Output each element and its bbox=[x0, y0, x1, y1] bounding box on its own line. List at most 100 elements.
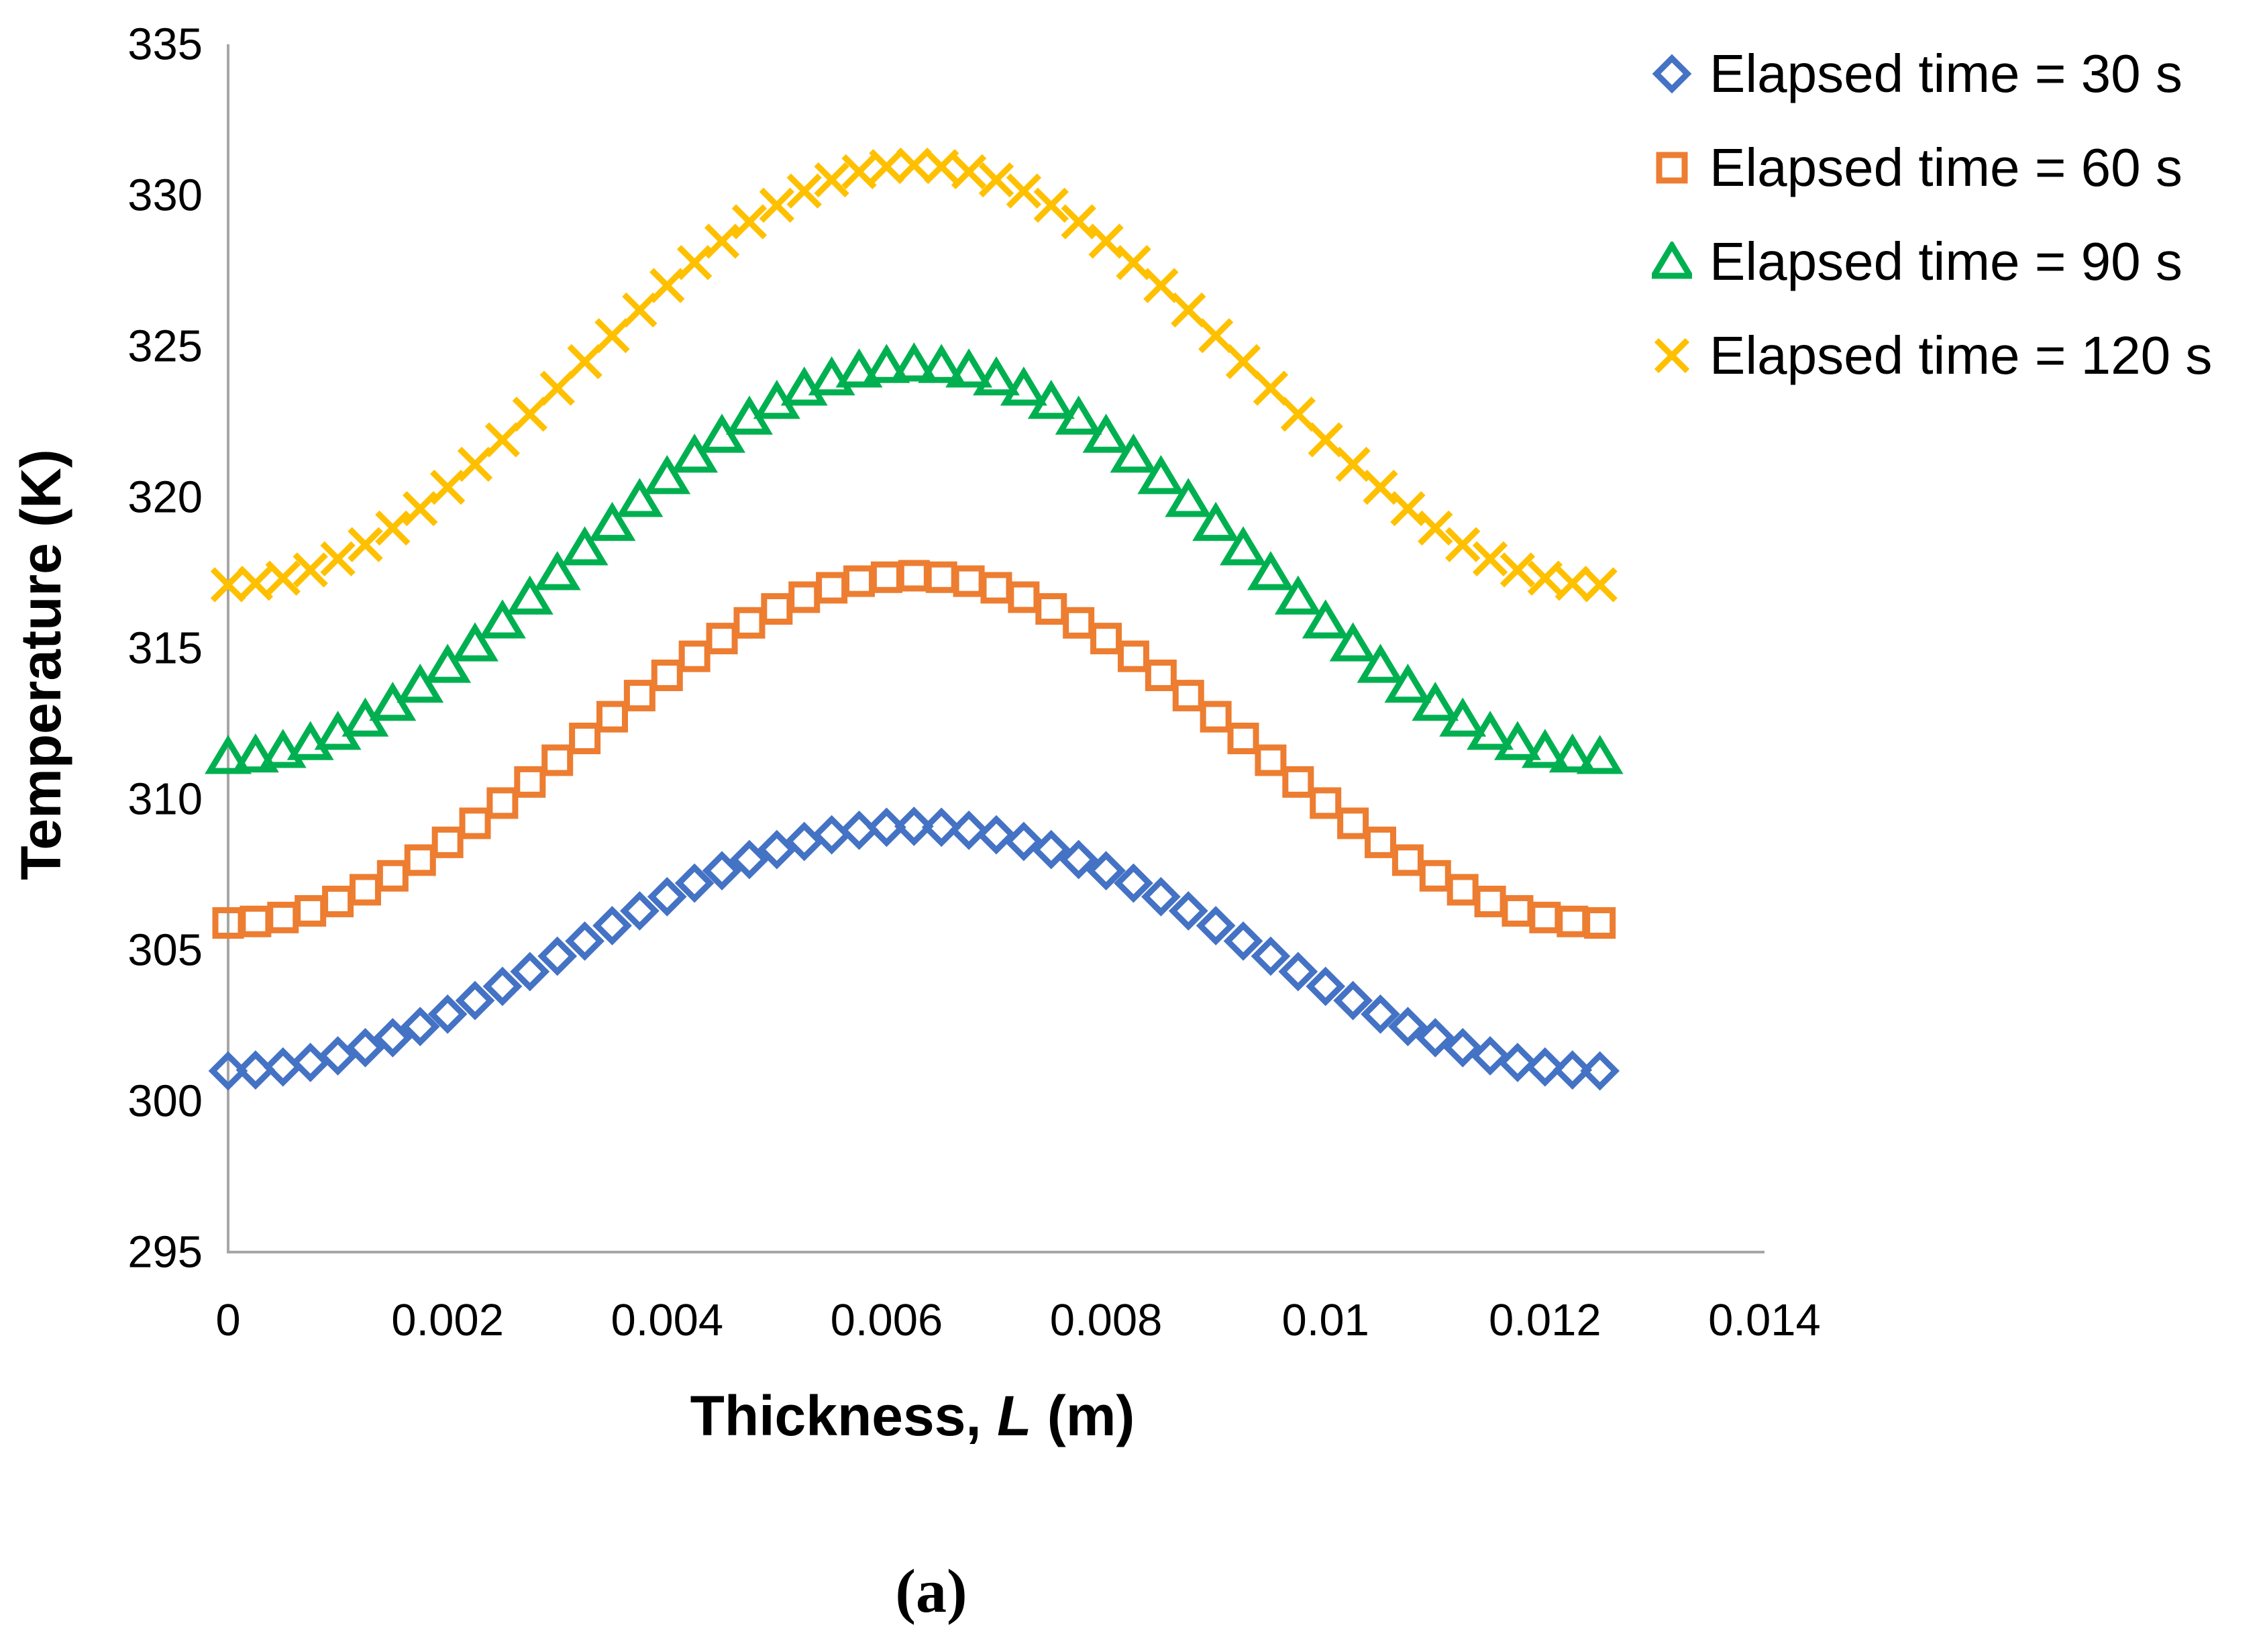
data-point-marker bbox=[949, 810, 989, 850]
legend-marker-x-icon bbox=[1654, 338, 1690, 374]
data-point-marker bbox=[1006, 173, 1042, 209]
data-point-marker bbox=[459, 807, 491, 839]
data-point-marker bbox=[808, 356, 855, 396]
data-point-marker bbox=[1446, 874, 1479, 906]
data-point-marker bbox=[1082, 413, 1130, 453]
data-point-marker bbox=[1527, 560, 1563, 596]
data-point-marker bbox=[238, 566, 274, 601]
data-point-marker bbox=[759, 187, 795, 223]
data-point-marker bbox=[346, 1027, 385, 1068]
data-point-marker bbox=[1412, 682, 1459, 721]
data-point-marker bbox=[1308, 422, 1343, 458]
data-point-marker bbox=[1027, 380, 1075, 419]
data-point-marker bbox=[869, 149, 904, 185]
data-point-marker bbox=[841, 154, 877, 190]
x-tick-label: 0.006 bbox=[831, 1295, 943, 1345]
y-tick-label: 305 bbox=[127, 925, 203, 976]
y-tick-label: 315 bbox=[127, 623, 203, 674]
legend-item-label: Elapsed time = 30 s bbox=[1709, 44, 2182, 103]
series-diamond bbox=[208, 807, 1620, 1091]
data-point-marker bbox=[1274, 575, 1322, 615]
data-point-marker bbox=[259, 729, 307, 768]
data-point-marker bbox=[622, 292, 657, 328]
data-point-marker bbox=[1141, 876, 1181, 917]
x-axis-title-symbol: L bbox=[997, 1384, 1032, 1447]
data-point-marker bbox=[592, 906, 632, 945]
data-point-marker bbox=[478, 599, 526, 639]
legend-item-label: Elapsed time = 60 s bbox=[1709, 138, 2182, 197]
data-point-marker bbox=[1000, 366, 1047, 406]
data-point-marker bbox=[1035, 593, 1067, 625]
data-point-marker bbox=[1584, 907, 1616, 939]
data-point-marker bbox=[455, 980, 495, 1021]
data-point-marker bbox=[1004, 821, 1044, 862]
data-point-marker bbox=[510, 951, 550, 992]
data-point-marker bbox=[1552, 1050, 1593, 1090]
y-tick-label: 300 bbox=[127, 1076, 203, 1127]
data-point-marker bbox=[706, 623, 738, 655]
legend-item: Elapsed time = 90 s bbox=[1652, 215, 2212, 309]
legend-item: Elapsed time = 120 s bbox=[1652, 309, 2212, 403]
series-triangle bbox=[205, 342, 1624, 774]
data-point-marker bbox=[1442, 1027, 1483, 1068]
data-point-marker bbox=[757, 829, 797, 870]
data-point-marker bbox=[429, 469, 466, 505]
data-point-marker bbox=[320, 541, 356, 576]
data-point-marker bbox=[1580, 1051, 1620, 1091]
data-point-marker bbox=[1391, 844, 1424, 876]
data-point-marker bbox=[427, 994, 468, 1034]
data-point-marker bbox=[978, 162, 1014, 198]
data-point-marker bbox=[397, 664, 444, 703]
figure-caption: (a) bbox=[895, 1557, 967, 1625]
data-point-marker bbox=[1088, 223, 1124, 259]
data-point-marker bbox=[291, 1043, 331, 1082]
data-point-marker bbox=[647, 876, 687, 917]
data-point-marker bbox=[533, 551, 581, 590]
data-point-marker bbox=[569, 723, 601, 755]
legend-marker-diamond-icon bbox=[1652, 54, 1692, 94]
data-point-marker bbox=[1529, 901, 1561, 933]
data-point-marker bbox=[643, 455, 691, 495]
data-point-marker bbox=[1008, 581, 1040, 613]
data-point-marker bbox=[322, 886, 354, 918]
data-point-marker bbox=[1137, 455, 1185, 495]
data-point-marker bbox=[1384, 664, 1432, 703]
data-point-marker bbox=[1333, 980, 1373, 1021]
data-point-marker bbox=[1474, 886, 1506, 918]
data-point-marker bbox=[1253, 370, 1289, 406]
data-point-marker bbox=[616, 478, 664, 517]
data-point-marker bbox=[1467, 711, 1514, 750]
data-point-marker bbox=[565, 921, 604, 961]
data-point-marker bbox=[372, 1018, 413, 1057]
data-point-marker bbox=[1415, 1018, 1455, 1057]
data-point-marker bbox=[295, 895, 327, 927]
data-point-marker bbox=[731, 204, 768, 240]
data-point-marker bbox=[870, 561, 902, 593]
data-point-marker bbox=[788, 581, 821, 613]
data-point-marker bbox=[1061, 204, 1096, 240]
data-point-marker bbox=[1418, 510, 1453, 546]
data-point-marker bbox=[1280, 397, 1316, 432]
data-point-marker bbox=[1031, 829, 1071, 870]
data-point-marker bbox=[1278, 951, 1318, 992]
data-point-marker bbox=[349, 874, 381, 906]
data-point-marker bbox=[1282, 766, 1314, 798]
data-point-marker bbox=[1494, 721, 1541, 760]
data-point-marker bbox=[1548, 733, 1596, 773]
data-point-marker bbox=[1063, 607, 1095, 639]
data-point-marker bbox=[506, 575, 554, 615]
data-point-marker bbox=[843, 565, 876, 597]
data-point-marker bbox=[1337, 807, 1369, 839]
data-point-marker bbox=[896, 147, 932, 183]
y-tick-label: 330 bbox=[127, 170, 203, 221]
data-point-marker bbox=[729, 839, 770, 880]
x-axis-title-prefix: Thickness, bbox=[690, 1384, 998, 1447]
data-point-marker bbox=[890, 342, 938, 382]
data-point-marker bbox=[1472, 541, 1508, 576]
data-point-marker bbox=[898, 560, 930, 592]
data-point-marker bbox=[205, 735, 252, 774]
legend-item-label: Elapsed time = 120 s bbox=[1709, 325, 2213, 385]
data-point-marker bbox=[1557, 905, 1589, 937]
data-point-marker bbox=[431, 826, 464, 858]
